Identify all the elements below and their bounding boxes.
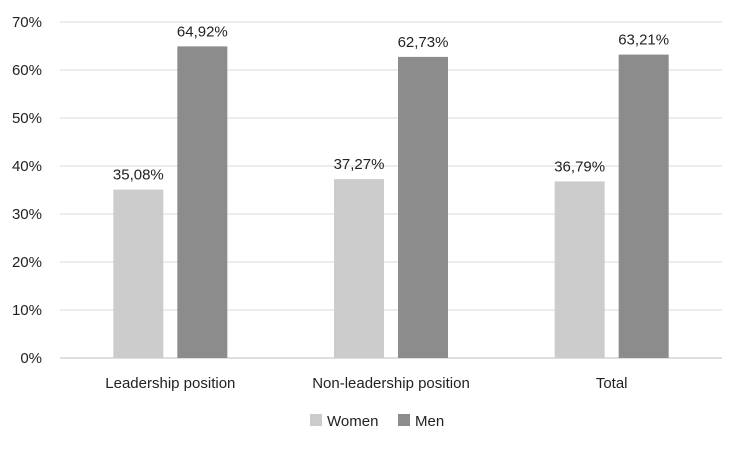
legend-swatch-women — [310, 414, 322, 426]
y-tick-label: 70% — [12, 14, 42, 31]
y-tick-label: 20% — [12, 254, 42, 271]
y-axis: 0% 10% 20% 30% 40% 50% 60% 70% — [12, 14, 42, 367]
data-labels: 35,08% 64,92% 37,27% 62,73% 36,79% 63,21% — [113, 23, 669, 183]
bar-women — [334, 179, 384, 358]
bar-men — [177, 46, 228, 358]
data-label: 62,73% — [398, 34, 449, 51]
bar-men — [618, 54, 669, 358]
gridlines — [60, 21, 722, 359]
x-tick-label: Non-leadership position — [312, 375, 470, 392]
y-tick-label: 50% — [12, 110, 42, 127]
data-label: 63,21% — [618, 32, 669, 49]
bar-women — [113, 189, 164, 358]
legend-label-men: Men — [415, 413, 444, 430]
data-label: 36,79% — [554, 158, 605, 175]
x-tick-label: Leadership position — [105, 375, 235, 392]
data-label: 35,08% — [113, 167, 164, 184]
data-label: 37,27% — [334, 156, 385, 173]
bars — [113, 46, 669, 359]
y-tick-label: 40% — [12, 158, 42, 175]
y-tick-label: 10% — [12, 302, 42, 319]
x-axis: Leadership position Non-leadership positi… — [105, 375, 627, 392]
legend-label-women: Women — [327, 413, 378, 430]
data-label: 64,92% — [177, 23, 228, 40]
x-tick-label: Total — [596, 375, 628, 392]
legend: Women Men — [310, 413, 444, 430]
bar-women — [554, 181, 605, 358]
y-tick-label: 0% — [20, 350, 42, 367]
legend-swatch-men — [398, 414, 410, 426]
y-tick-label: 60% — [12, 62, 42, 79]
y-tick-label: 30% — [12, 206, 42, 223]
bar-men — [398, 56, 448, 359]
